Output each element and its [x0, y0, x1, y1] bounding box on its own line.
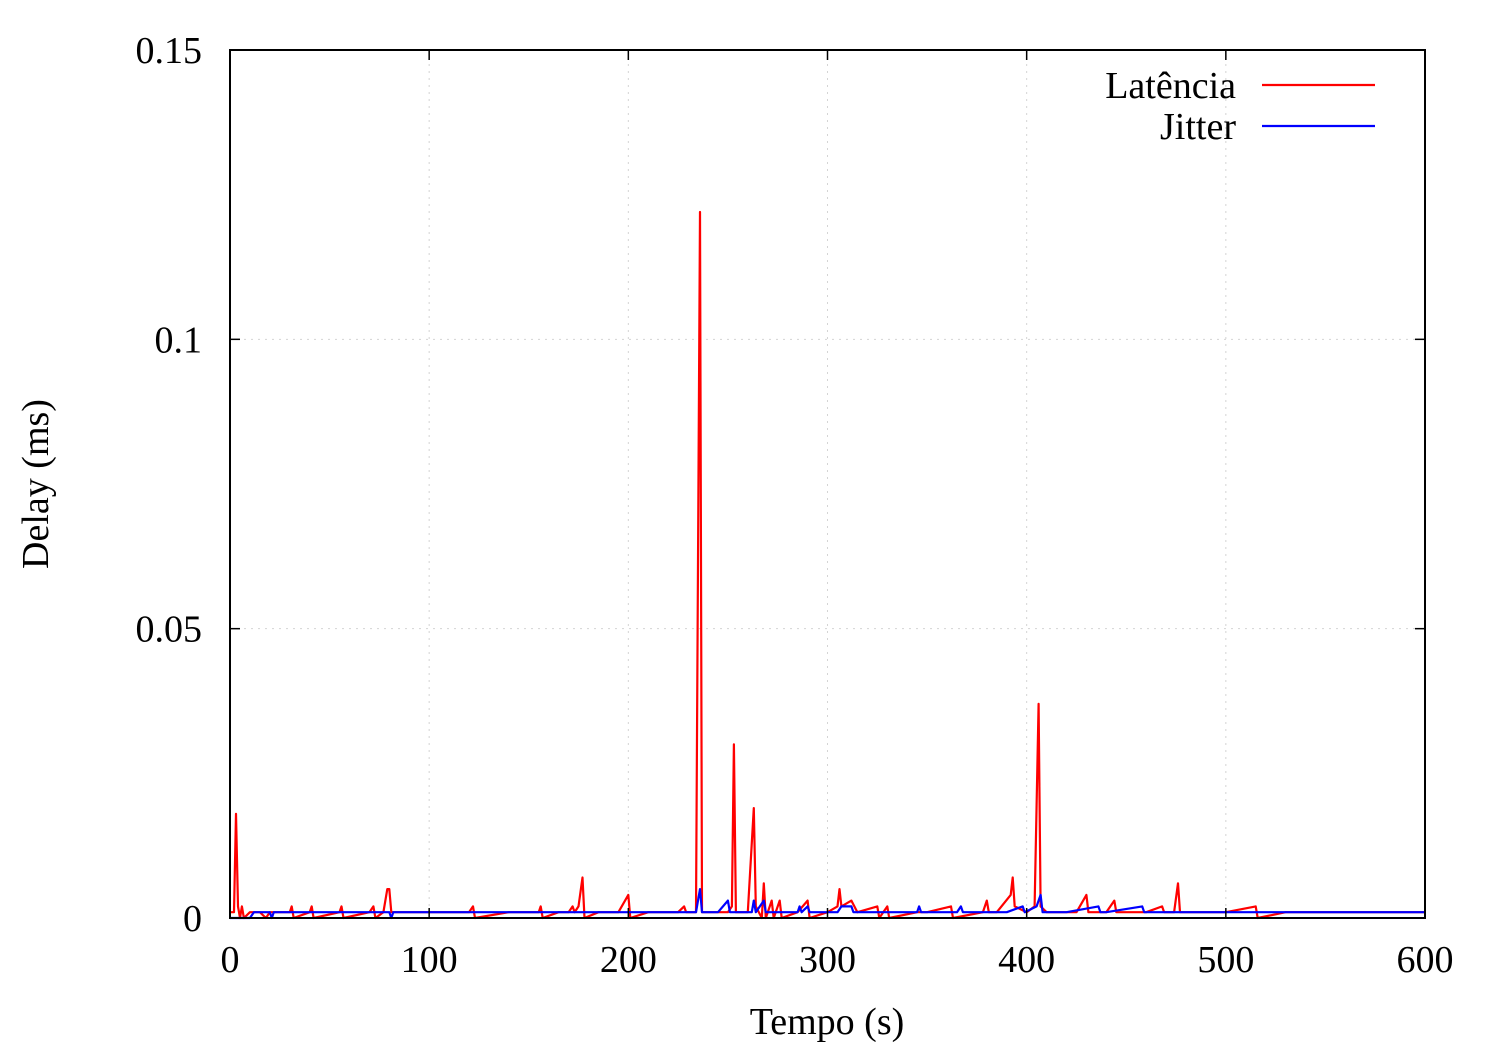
x-tick-label: 600	[1397, 939, 1454, 981]
series-layer	[230, 210, 1425, 920]
x-tick-label: 0	[221, 939, 240, 981]
y-tick-label: 0.15	[136, 30, 203, 72]
x-tick-label: 100	[401, 939, 458, 981]
x-tick-labels: 0 100 200 300 400 500 600	[221, 939, 1454, 981]
y-axis-title: Delay (ms)	[15, 399, 57, 569]
grid-layer	[230, 50, 1425, 918]
x-tick-label: 400	[998, 939, 1055, 981]
legend-label-latencia: Latência	[1105, 65, 1236, 107]
tick-layer	[229, 49, 1426, 919]
y-tick-label: 0.1	[155, 319, 203, 361]
y-tick-label: 0.05	[136, 609, 203, 651]
legend: Latência Jitter	[1105, 65, 1375, 148]
x-tick-label: 200	[600, 939, 657, 981]
x-tick-label: 500	[1197, 939, 1254, 981]
y-tick-labels: 0 0.05 0.1 0.15	[136, 30, 203, 940]
x-tick-label: 300	[799, 939, 856, 981]
y-tick-label: 0	[183, 898, 202, 940]
legend-label-jitter: Jitter	[1160, 106, 1236, 148]
x-axis-title: Tempo (s)	[750, 1001, 905, 1043]
series-line-jitter	[230, 888, 1425, 920]
